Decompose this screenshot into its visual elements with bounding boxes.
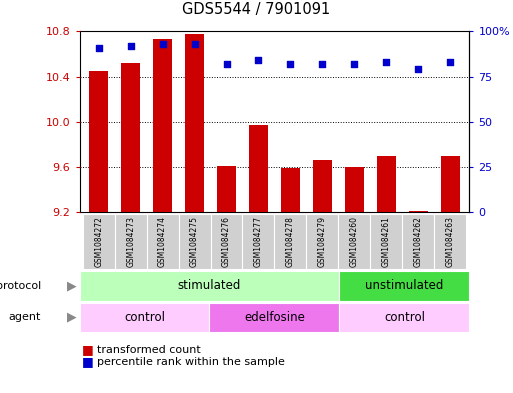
Bar [274,214,306,269]
Text: edelfosine: edelfosine [244,311,305,324]
Text: transformed count: transformed count [97,345,201,355]
Point [223,61,231,67]
Point [318,61,326,67]
Text: ■: ■ [82,355,94,368]
Bar [434,214,466,269]
Bar [210,214,243,269]
Text: GSM1084263: GSM1084263 [446,216,455,267]
Text: GSM1084272: GSM1084272 [94,216,103,267]
Bar [441,156,460,212]
Text: GSM1084274: GSM1084274 [158,216,167,267]
Text: GSM1084273: GSM1084273 [126,216,135,267]
Bar [217,166,236,212]
Point [350,61,359,67]
Text: unstimulated: unstimulated [365,279,444,292]
Bar [243,214,274,269]
Bar [147,214,179,269]
Bar [377,156,396,212]
Point [414,66,422,73]
Text: protocol: protocol [0,281,41,291]
Text: ▶: ▶ [67,311,77,324]
Bar [83,214,115,269]
Bar [402,214,434,269]
Text: GSM1084262: GSM1084262 [414,216,423,267]
Text: agent: agent [9,312,41,322]
Bar [409,211,428,212]
Point [382,59,390,65]
Text: GSM1084279: GSM1084279 [318,216,327,267]
Bar [313,160,332,212]
Text: percentile rank within the sample: percentile rank within the sample [97,356,285,367]
Bar [179,214,210,269]
Point [286,61,294,67]
Text: GSM1084261: GSM1084261 [382,216,391,267]
Point [254,57,263,64]
Text: GSM1084275: GSM1084275 [190,216,199,267]
Bar [80,303,209,332]
Text: GSM1084260: GSM1084260 [350,216,359,267]
Bar [80,271,340,301]
Text: GSM1084277: GSM1084277 [254,216,263,267]
Bar [345,167,364,212]
Text: ■: ■ [82,343,94,356]
Bar [340,271,469,301]
Bar [281,168,300,212]
Point [446,59,455,65]
Bar [249,125,268,212]
Bar [153,39,172,212]
Point [127,43,135,49]
Point [159,41,167,47]
Point [94,44,103,51]
Text: GSM1084276: GSM1084276 [222,216,231,267]
Text: stimulated: stimulated [178,279,241,292]
Bar [89,71,108,212]
Bar [115,214,147,269]
Text: GDS5544 / 7901091: GDS5544 / 7901091 [183,2,330,17]
Text: control: control [384,311,425,324]
Point [190,41,199,47]
Text: control: control [124,311,165,324]
Bar [340,303,469,332]
Bar [370,214,402,269]
Bar [121,63,140,212]
Bar [185,34,204,212]
Bar [209,303,340,332]
Text: ▶: ▶ [67,279,77,292]
Bar [339,214,370,269]
Text: GSM1084278: GSM1084278 [286,216,295,267]
Bar [306,214,339,269]
